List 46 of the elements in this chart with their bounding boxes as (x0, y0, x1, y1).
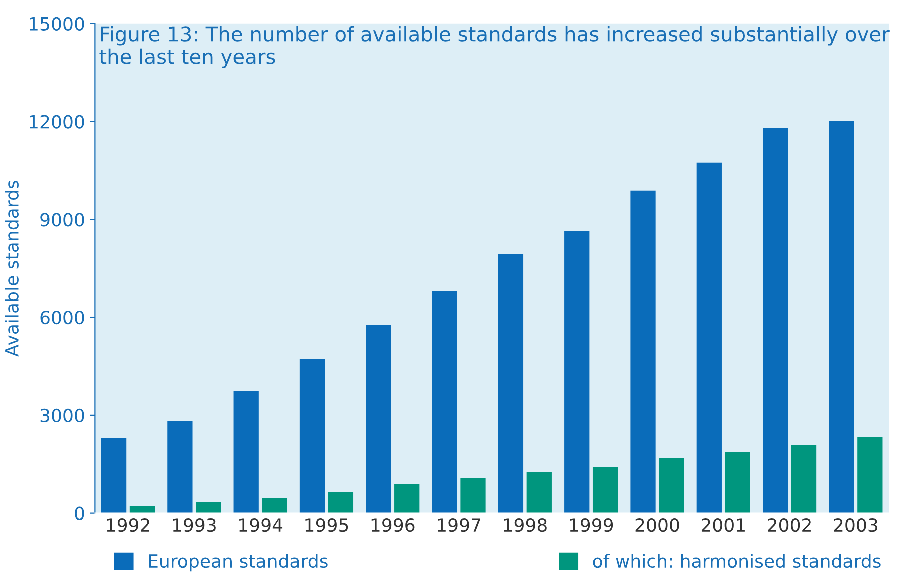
bar (394, 484, 420, 514)
y-tick-label: 9000 (40, 213, 84, 227)
x-tick-label: 1997 (438, 518, 480, 532)
y-tick-label: 12000 (30, 115, 84, 129)
bar (130, 506, 156, 514)
x-tick-label: 1995 (306, 518, 348, 532)
x-tick-label: 1993 (173, 518, 216, 532)
bar (300, 359, 326, 514)
bar (696, 162, 722, 514)
bar (564, 231, 590, 514)
bar (630, 190, 656, 514)
bar (366, 325, 392, 514)
bar (526, 472, 552, 514)
bar (262, 498, 288, 514)
bar (592, 467, 618, 514)
bar (168, 421, 193, 514)
x-tick-label: 2000 (636, 518, 680, 532)
bar (234, 391, 259, 514)
x-tick-label: 2001 (702, 518, 745, 532)
bar (101, 438, 127, 514)
x-tick-label: 2003 (834, 518, 878, 532)
legend-label: of which: harmonised standards (593, 554, 881, 568)
x-tick-label: 1998 (504, 518, 547, 532)
bar (498, 254, 524, 514)
bar (460, 478, 486, 514)
x-tick-label: 1996 (372, 518, 415, 532)
y-tick-label: 6000 (40, 311, 84, 325)
bar (196, 502, 222, 514)
bar (791, 445, 817, 514)
bar (858, 437, 883, 514)
bar (659, 458, 684, 514)
y-tick-label: 3000 (40, 408, 84, 423)
x-tick-label: 2002 (768, 518, 811, 532)
bar (829, 121, 854, 514)
x-tick-label: 1999 (570, 518, 614, 532)
y-tick-label: 15000 (30, 17, 84, 31)
bar (725, 452, 750, 514)
y-axis-title: Available standards (4, 180, 19, 357)
y-tick-label: 0 (75, 506, 84, 520)
text: Figure 13: The number of available standards has increased substantially over the last ten years (100, 26, 890, 68)
bar (432, 291, 458, 514)
x-tick-label: 1994 (240, 518, 283, 532)
x-tick-label: 1992 (107, 518, 150, 532)
legend-label: European standards (149, 554, 328, 572)
bar (328, 492, 354, 514)
bar (763, 128, 788, 514)
